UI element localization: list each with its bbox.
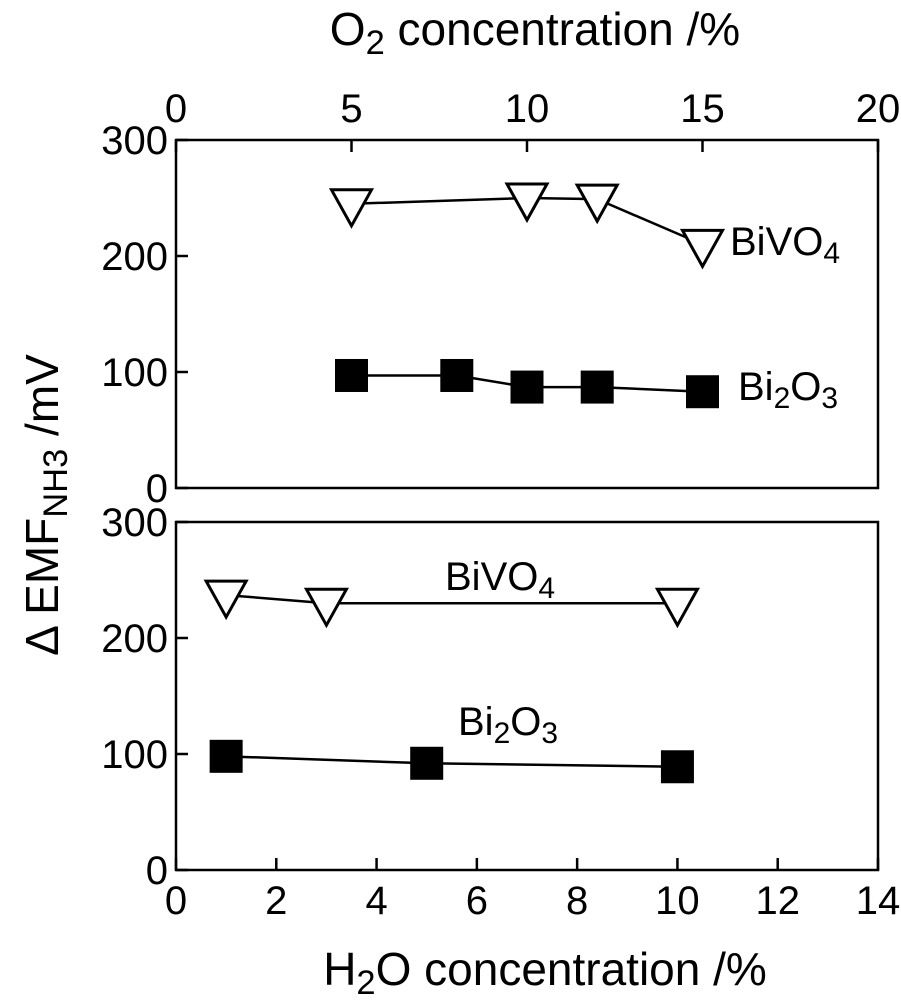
data-point-Bi2O3-top (580, 370, 614, 404)
x-tick-label-bottom: 12 (755, 879, 800, 923)
x-tick-label-bottom: 10 (655, 879, 700, 923)
x-tick-label-top: 20 (856, 87, 901, 131)
y-tick-label-bottom: 0 (146, 849, 168, 893)
y-tick-label-bottom: 100 (101, 733, 168, 777)
series-line-BiVO4-top (351, 196, 703, 246)
x-axis-title-top: O2 concentration /% (330, 3, 740, 62)
x-tick-label-top: 0 (165, 87, 187, 131)
data-point-BiVO4-bottom (303, 587, 349, 629)
data-point-Bi2O3-bottom (410, 746, 444, 780)
data-point-Bi2O3-top (686, 375, 719, 409)
series-label-BiVO4-bottom: BiVO4 (445, 555, 555, 605)
data-point-Bi2O3-bottom (660, 750, 694, 784)
axis-titles: BiVO4 Bi2O3 O2 concentration /% BiVO4 Bi2O3 H… (16, 3, 840, 1000)
x-tick-label-top: 15 (680, 87, 725, 131)
panel-frame-bottom (174, 520, 880, 872)
y-axis-title: Δ EMFNH3 /mV (16, 354, 75, 656)
x-tick-label-top: 10 (505, 87, 550, 131)
data-point-BiVO4-top (574, 183, 620, 225)
x-tick-label-bottom: 2 (265, 879, 287, 923)
y-tick-label-bottom: 200 (101, 617, 168, 661)
series-label-Bi2O3-top: Bi2O3 (738, 365, 838, 415)
x-tick-label-top: 5 (340, 87, 362, 131)
series-label-Bi2O3-bottom: Bi2O3 (458, 700, 558, 750)
series-line-Bi2O3-bottom (226, 755, 678, 769)
series-layer (203, 182, 726, 784)
data-point-BiVO4-top (504, 182, 550, 224)
data-point-Bi2O3-bottom (209, 739, 243, 773)
x-tick-label-bottom: 6 (466, 879, 488, 923)
x-axis-title-bottom: H2O concentration /% (323, 943, 767, 1000)
series-label-BiVO4-top: BiVO4 (730, 220, 840, 270)
y-tick-label-top: 100 (101, 351, 168, 395)
y-tick-label-top: 300 (101, 119, 168, 163)
data-point-BiVO4-bottom (654, 587, 700, 629)
x-tick-label-bottom: 0 (165, 879, 187, 923)
data-point-Bi2O3-top (335, 358, 368, 392)
data-point-Bi2O3-top (440, 358, 474, 392)
y-tick-label-bottom: 300 (101, 501, 168, 545)
data-point-BiVO4-top (328, 188, 375, 229)
data-point-BiVO4-bottom (203, 579, 249, 621)
data-point-Bi2O3-top (510, 370, 544, 404)
x-tick-label-bottom: 14 (856, 879, 901, 923)
y-tick-label-top: 0 (146, 467, 168, 511)
y-tick-label-top: 200 (101, 235, 168, 279)
x-tick-label-bottom: 8 (566, 879, 588, 923)
axis-ticks (174, 138, 880, 872)
data-point-BiVO4-top (679, 228, 726, 270)
x-tick-label-bottom: 4 (365, 879, 387, 923)
y-axis-title-group: Δ EMFNH3 /mV (16, 354, 75, 656)
